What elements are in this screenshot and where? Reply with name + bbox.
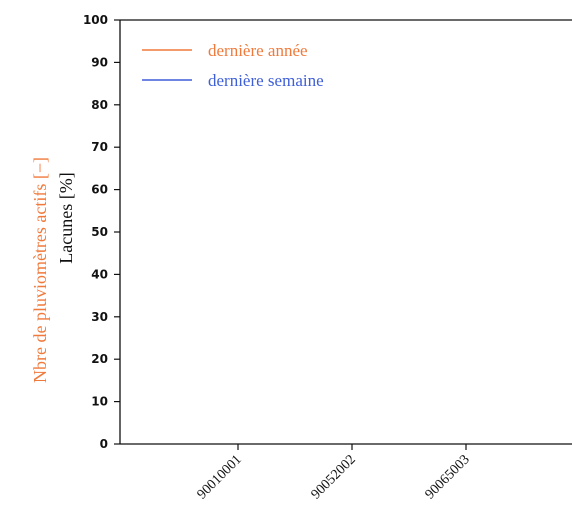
y-tick-label: 60 [91, 183, 108, 197]
y-tick-label: 50 [91, 225, 108, 239]
legend: dernière année dernière semaine [142, 41, 324, 90]
y-axis-title-secondary: Nbre de pluviomètres actifs [−] [30, 157, 50, 383]
y-tick-label: 90 [91, 55, 108, 69]
legend-label-series-1: dernière semaine [208, 71, 324, 90]
y-axis-title-primary: Lacunes [%] [56, 172, 76, 263]
y-tick-label: 10 [91, 395, 108, 409]
y-tick-label: 100 [83, 13, 108, 27]
y-tick-label: 40 [91, 267, 108, 281]
y-tick-label: 20 [91, 352, 108, 366]
y-ticks-group: 0 10 20 30 40 50 60 70 80 90 100 [83, 13, 120, 451]
y-tick-label: 80 [91, 98, 108, 112]
x-tick-label: 90010001 [195, 452, 245, 502]
y-tick-label: 0 [100, 437, 108, 451]
x-ticks-group: 90010001 90052002 90065003 [195, 444, 473, 502]
x-tick-label: 90052002 [309, 452, 359, 502]
y-tick-label: 70 [91, 140, 108, 154]
y-tick-label: 30 [91, 310, 108, 324]
legend-label-series-0: dernière année [208, 41, 308, 60]
x-tick-label: 90065003 [423, 452, 473, 502]
